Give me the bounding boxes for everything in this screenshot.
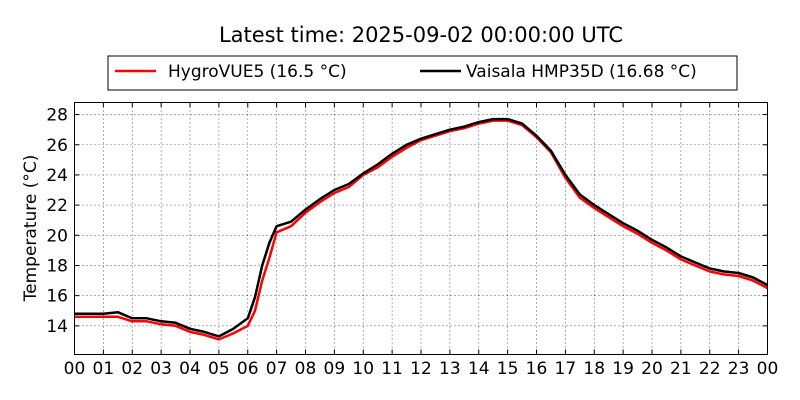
y-tick-label: 18 (46, 256, 68, 276)
x-tick-label: 22 (699, 359, 721, 379)
x-tick-label: 03 (150, 359, 172, 379)
y-tick-label: 28 (46, 106, 68, 126)
series-layer (74, 117, 769, 341)
x-tick-label: 20 (641, 359, 663, 379)
y-axis-label: Temperature (°C) (21, 155, 41, 303)
x-tick-label: 13 (439, 359, 461, 379)
x-tick-label: 12 (410, 359, 432, 379)
y-tick-label: 22 (46, 196, 68, 216)
y-tick-label: 16 (46, 287, 68, 307)
series-line-hygrovue5 (74, 119, 769, 341)
x-tick-label: 19 (612, 359, 634, 379)
x-tick-label: 18 (583, 359, 605, 379)
x-tick-label: 16 (526, 359, 548, 379)
x-tick-label: 21 (670, 359, 692, 379)
x-tick-label: 01 (93, 359, 115, 379)
legend-box (107, 55, 738, 91)
x-tick-label: 02 (121, 359, 143, 379)
x-tick-label: 05 (208, 359, 230, 379)
series-line-vaisala (74, 117, 769, 338)
x-tick-label: 04 (179, 359, 201, 379)
x-tick-label: 23 (728, 359, 750, 379)
x-tick-label: 00 (64, 359, 86, 379)
x-tick-label: 17 (555, 359, 577, 379)
x-tick-label: 00 (757, 359, 779, 379)
x-tick-label: 11 (381, 359, 403, 379)
chart-title: Latest time: 2025-09-02 00:00:00 UTC (219, 23, 623, 47)
y-tick-label: 24 (46, 166, 68, 186)
x-tick-label: 10 (352, 359, 374, 379)
x-tick-labels: 00 01 02 03 04 05 06 07 08 09 10 11 12 13 14 15 16 17 18 19… (64, 359, 779, 379)
x-tick-label: 09 (324, 359, 346, 379)
y-tick-label: 20 (46, 226, 68, 246)
legend: HygroVUE5 (16.5 °C) Vaisala HMP35D (16.6… (107, 55, 738, 91)
x-tick-label: 07 (266, 359, 288, 379)
ticks (74, 102, 768, 355)
y-tick-label: 14 (46, 317, 68, 337)
x-tick-label: 06 (237, 359, 259, 379)
y-tick-label: 26 (46, 136, 68, 156)
y-tick-labels: 14 16 18 20 22 24 26 28 (46, 106, 68, 337)
x-tick-label: 14 (468, 359, 490, 379)
x-tick-label: 08 (295, 359, 317, 379)
x-tick-label: 15 (497, 359, 519, 379)
legend-label-vaisala: Vaisala HMP35D (16.68 °C) (466, 62, 697, 82)
legend-label-hygrovue5: HygroVUE5 (16.5 °C) (168, 62, 347, 82)
